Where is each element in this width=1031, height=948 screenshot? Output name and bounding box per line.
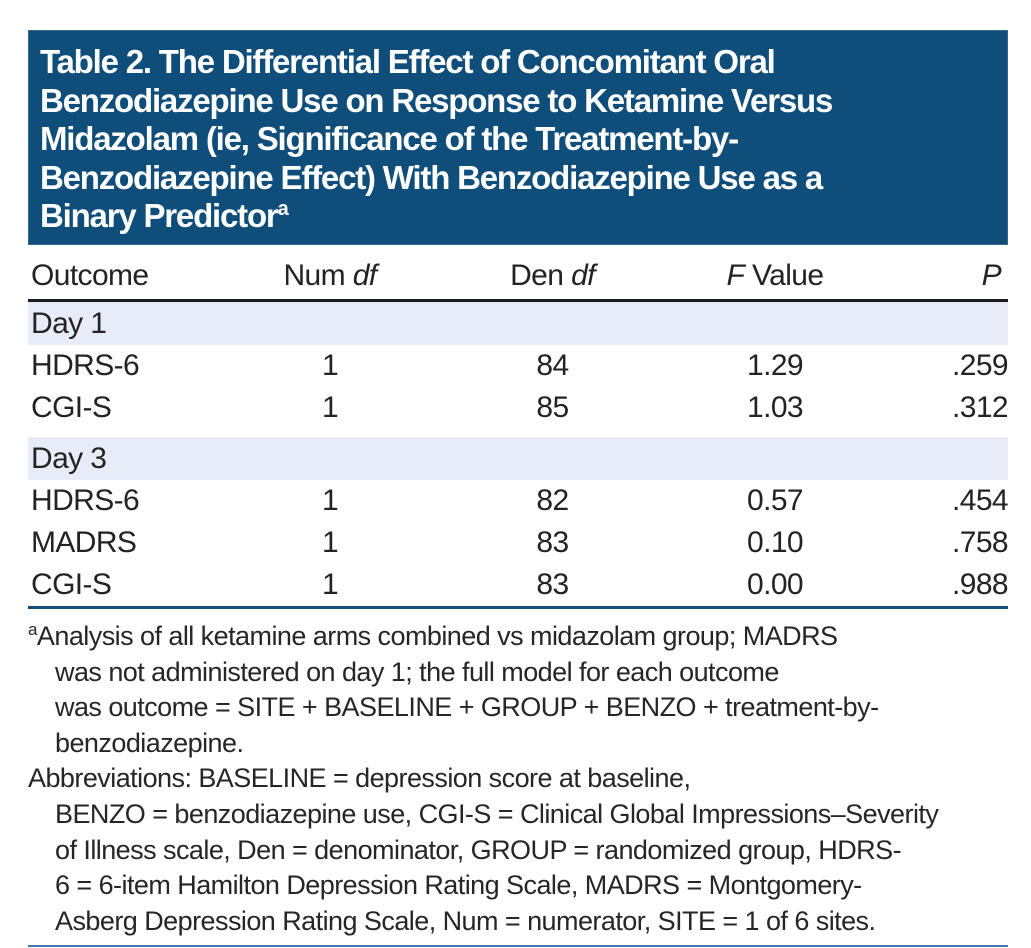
cell-outcome: HDRS-6 [31, 349, 140, 382]
column-header-p: P [895, 250, 1008, 302]
table-row: CGI-S 1 85 1.03 .312 [28, 387, 1009, 429]
table-title-banner: Table 2. The Differential Effect of Conc… [28, 30, 1008, 245]
section-header-day1: Day 1 [28, 300, 1008, 345]
cell-p-value: .758 [952, 526, 1009, 559]
cell-outcome: CGI-S [31, 391, 112, 424]
cell-p-value: .259 [952, 349, 1009, 382]
footnote-line: aAnalysis of all ketamine arms combined … [28, 620, 838, 651]
cell-p-value: .454 [952, 484, 1009, 517]
abbreviations-line: of Illness scale, Den = denominator, GRO… [55, 834, 902, 865]
cell-den-df: 83 [536, 526, 569, 559]
column-header-f-value: F Value [655, 250, 895, 302]
cell-den-df: 82 [536, 484, 569, 517]
cell-f-value: 1.03 [747, 391, 804, 424]
cell-f-value: 0.10 [747, 526, 804, 559]
table-row: HDRS-6 1 82 0.57 .454 [28, 480, 1009, 522]
column-header-num-df: Num df [210, 250, 450, 302]
bottom-rule [28, 945, 1008, 948]
cell-den-df: 83 [450, 564, 655, 609]
cell-den-df: 85 [536, 391, 569, 424]
column-header-den-df: Den df [450, 250, 655, 302]
cell-outcome: CGI-S [28, 564, 210, 609]
table-row: CGI-S 1 83 0.00 .988 [28, 564, 1009, 609]
cell-num-df: 1 [321, 391, 339, 424]
cell-num-df: 1 [321, 349, 339, 382]
title-footnote-marker: a [277, 198, 289, 220]
column-header-row: Outcome Num df Den df F Value P [28, 250, 1008, 302]
table-title-line: Benzodiazepine Use on Response to Ketami… [40, 81, 833, 119]
cell-p-value: .312 [952, 391, 1009, 424]
cell-outcome: MADRS [31, 526, 137, 559]
cell-den-df: 84 [536, 349, 569, 382]
section-header-label: Day 1 [28, 300, 1008, 345]
footnotes: aAnalysis of all ketamine arms combined … [28, 619, 1008, 939]
abbreviations-line: 6 = 6-item Hamilton Depression Rating Sc… [55, 870, 862, 901]
footnote-marker: a [28, 620, 37, 639]
footnote-line: benzodiazepine. [55, 727, 244, 758]
cell-num-df: 1 [210, 564, 450, 609]
abbreviations-line: Abbreviations: BASELINE = depression sco… [28, 763, 691, 794]
footnote-line: was not administered on day 1; the full … [55, 656, 779, 687]
cell-num-df: 1 [321, 484, 339, 517]
cell-f-value: 0.00 [655, 564, 895, 609]
cell-f-value: 0.57 [747, 484, 804, 517]
anova-results-table: Outcome Num df Den df F Value P Day 1 HD… [28, 250, 1009, 609]
section-header-day3: Day 3 [28, 437, 1008, 480]
cell-p-value: .988 [895, 564, 1009, 609]
row-spacer [28, 429, 1008, 437]
footnote-line: was outcome = SITE + BASELINE + GROUP + … [55, 692, 879, 723]
cell-outcome: HDRS-6 [31, 484, 140, 517]
table-title-text: Binary Predictor [40, 197, 279, 234]
abbreviations-line: Asberg Depression Rating Scale, Num = nu… [55, 905, 876, 936]
table-title-line: Binary Predictora [40, 197, 997, 236]
table-title-line: Midazolam (ie, Significance of the Treat… [40, 120, 739, 157]
column-header-outcome: Outcome [28, 250, 210, 302]
table-title-line: Table 2. The Differential Effect of Conc… [40, 43, 776, 80]
section-header-label: Day 3 [28, 437, 1008, 480]
table-row: MADRS 1 83 0.10 .758 [28, 522, 1009, 564]
cell-num-df: 1 [321, 526, 339, 559]
abbreviations-line: BENZO = benzodiazepine use, CGI-S = Clin… [55, 798, 939, 829]
table-row: HDRS-6 1 84 1.29 .259 [28, 345, 1009, 387]
cell-f-value: 1.29 [747, 349, 804, 382]
table-title-line: Benzodiazepine Effect) With Benzodiazepi… [40, 158, 823, 196]
